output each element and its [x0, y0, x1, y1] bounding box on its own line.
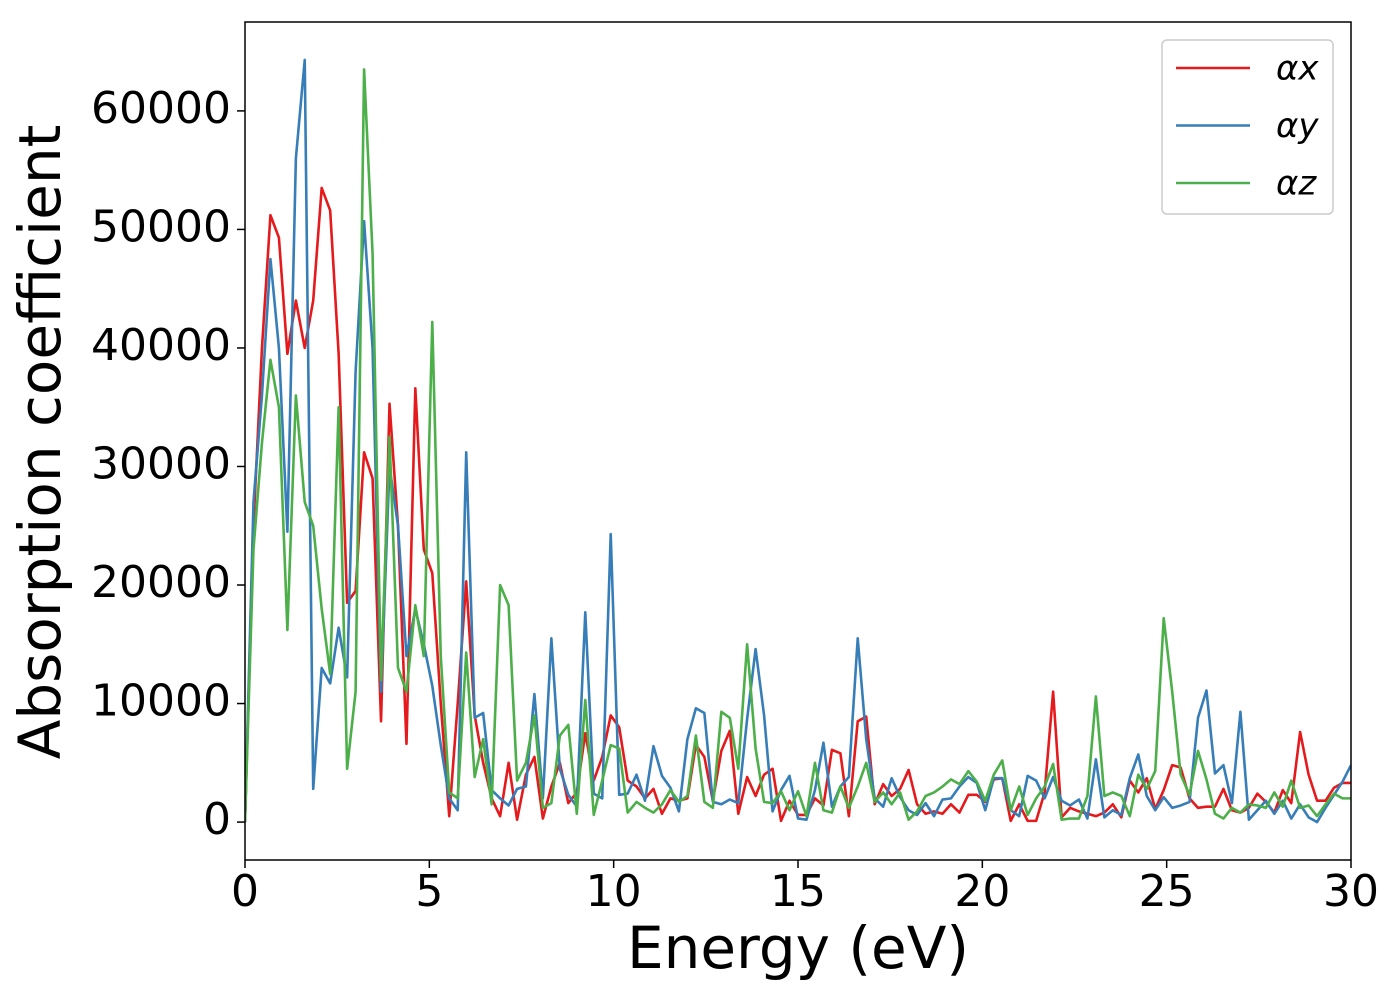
x-tick-label: 0 [231, 866, 259, 917]
x-tick-label: 5 [415, 866, 443, 917]
x-tick-label: 30 [1323, 866, 1379, 917]
series-line [245, 68, 1351, 823]
x-tick-label: 25 [1139, 866, 1195, 917]
legend-label: αy [1276, 106, 1319, 146]
series-line [245, 186, 1351, 823]
y-tick-label: 20000 [91, 557, 231, 608]
x-tick-label: 10 [586, 866, 642, 917]
y-tick-label: 50000 [91, 201, 231, 252]
y-axis-label: Absorption coefficient [6, 125, 74, 760]
y-tick-label: 10000 [91, 676, 231, 727]
y-tick-label: 60000 [91, 83, 231, 134]
y-tick-label: 30000 [91, 438, 231, 489]
plot-frame [244, 21, 1352, 861]
legend-box [1161, 39, 1334, 215]
y-tick-label: 40000 [91, 320, 231, 371]
series-line [245, 58, 1351, 824]
x-tick-label: 15 [770, 866, 826, 917]
x-axis-label: Energy (eV) [627, 914, 969, 982]
legend-label: αz [1276, 164, 1317, 204]
legend-label: αx [1276, 49, 1319, 89]
y-tick-label: 0 [203, 794, 231, 845]
x-tick-label: 20 [954, 866, 1010, 917]
